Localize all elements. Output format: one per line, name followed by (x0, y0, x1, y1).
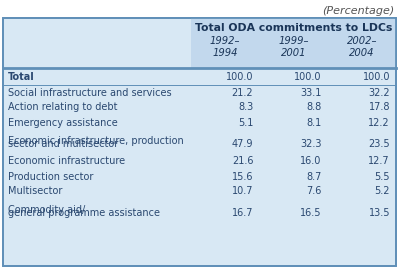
Text: Economic infrastructure: Economic infrastructure (8, 157, 125, 167)
Text: 17.8: 17.8 (369, 102, 390, 112)
Text: Commodity aid/: Commodity aid/ (8, 205, 85, 215)
Text: Emergency assistance: Emergency assistance (8, 118, 118, 128)
Text: 33.1: 33.1 (300, 87, 322, 97)
Text: 5.1: 5.1 (238, 118, 253, 128)
Text: 8.8: 8.8 (306, 102, 322, 112)
Text: 5.5: 5.5 (375, 172, 390, 182)
Text: 7.6: 7.6 (306, 186, 322, 196)
Text: 100.0: 100.0 (294, 72, 322, 82)
Text: (Percentage): (Percentage) (322, 6, 394, 16)
Text: 47.9: 47.9 (232, 139, 253, 149)
Text: 2001: 2001 (281, 48, 306, 58)
Text: Social infrastructure and services: Social infrastructure and services (8, 87, 172, 97)
Text: 16.7: 16.7 (232, 208, 253, 218)
Text: 100.0: 100.0 (363, 72, 390, 82)
Text: Economic infrastructure, production: Economic infrastructure, production (8, 136, 184, 146)
Text: 21.2: 21.2 (232, 87, 253, 97)
Text: 5.2: 5.2 (375, 186, 390, 196)
Text: Total ODA commitments to LDCs: Total ODA commitments to LDCs (195, 23, 392, 33)
Text: Action relating to debt: Action relating to debt (8, 102, 117, 112)
Text: 1999–: 1999– (278, 36, 309, 46)
Text: sector and multisector: sector and multisector (8, 139, 118, 149)
Text: 8.7: 8.7 (306, 172, 322, 182)
Text: 12.7: 12.7 (368, 157, 390, 167)
Text: Multisector: Multisector (8, 186, 62, 196)
Text: 1994: 1994 (212, 48, 238, 58)
Text: general programme assistance: general programme assistance (8, 208, 160, 218)
Bar (191, 18, 396, 68)
Text: 23.5: 23.5 (368, 139, 390, 149)
Text: Production sector: Production sector (8, 172, 93, 182)
Text: Total: Total (8, 72, 35, 82)
Text: 16.0: 16.0 (300, 157, 322, 167)
Text: 8.1: 8.1 (306, 118, 322, 128)
Text: 13.5: 13.5 (369, 208, 390, 218)
Text: 16.5: 16.5 (300, 208, 322, 218)
Text: 8.3: 8.3 (238, 102, 253, 112)
Text: 1992–: 1992– (210, 36, 241, 46)
Text: 100.0: 100.0 (226, 72, 253, 82)
Text: 32.2: 32.2 (368, 87, 390, 97)
Text: 12.2: 12.2 (368, 118, 390, 128)
Text: 15.6: 15.6 (232, 172, 253, 182)
Text: 2004: 2004 (349, 48, 375, 58)
Text: 32.3: 32.3 (300, 139, 322, 149)
Text: 21.6: 21.6 (232, 157, 253, 167)
Text: 10.7: 10.7 (232, 186, 253, 196)
Text: 2002–: 2002– (347, 36, 377, 46)
